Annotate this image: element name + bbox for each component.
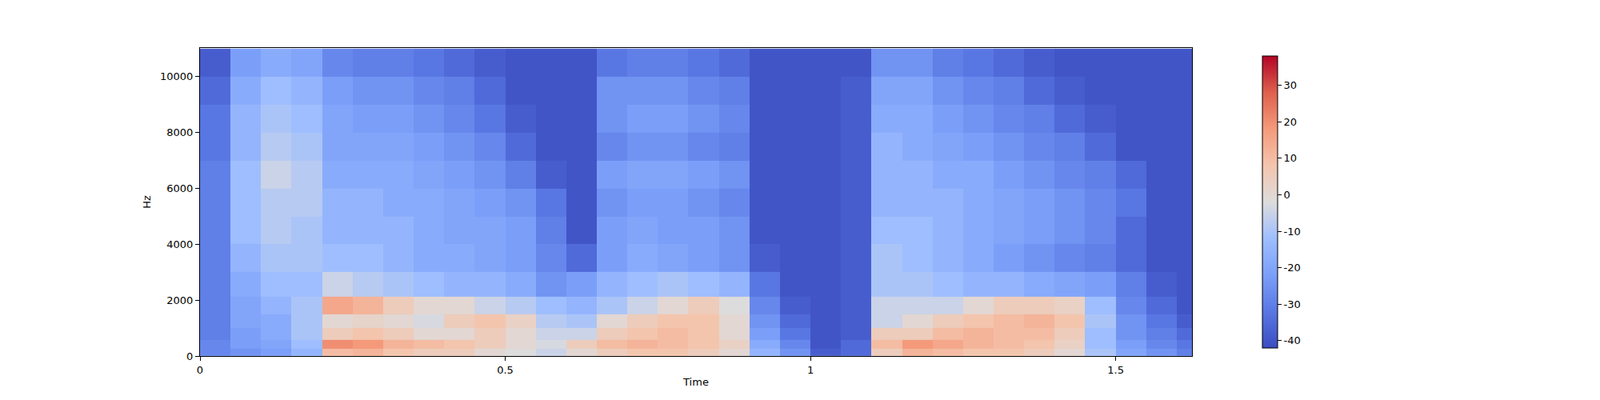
svg-text:Hz: Hz <box>140 195 153 209</box>
svg-text:-40: -40 <box>1284 334 1301 347</box>
svg-text:1.5: 1.5 <box>1107 364 1124 376</box>
svg-text:10000: 10000 <box>160 70 193 83</box>
svg-text:20: 20 <box>1284 116 1298 128</box>
svg-text:4000: 4000 <box>166 238 193 251</box>
svg-text:8000: 8000 <box>166 126 193 139</box>
svg-text:Time: Time <box>682 376 709 388</box>
svg-text:-10: -10 <box>1284 225 1301 238</box>
svg-text:-20: -20 <box>1284 261 1301 274</box>
svg-text:0: 0 <box>196 364 204 376</box>
svg-text:0: 0 <box>186 350 193 363</box>
svg-text:0: 0 <box>1284 188 1291 201</box>
svg-text:6000: 6000 <box>166 182 193 195</box>
svg-text:10: 10 <box>1284 152 1298 164</box>
svg-text:1: 1 <box>807 364 814 376</box>
svg-text:0.5: 0.5 <box>496 364 514 376</box>
svg-text:-30: -30 <box>1284 298 1301 311</box>
svg-text:2000: 2000 <box>166 294 193 307</box>
svg-text:30: 30 <box>1284 79 1298 92</box>
